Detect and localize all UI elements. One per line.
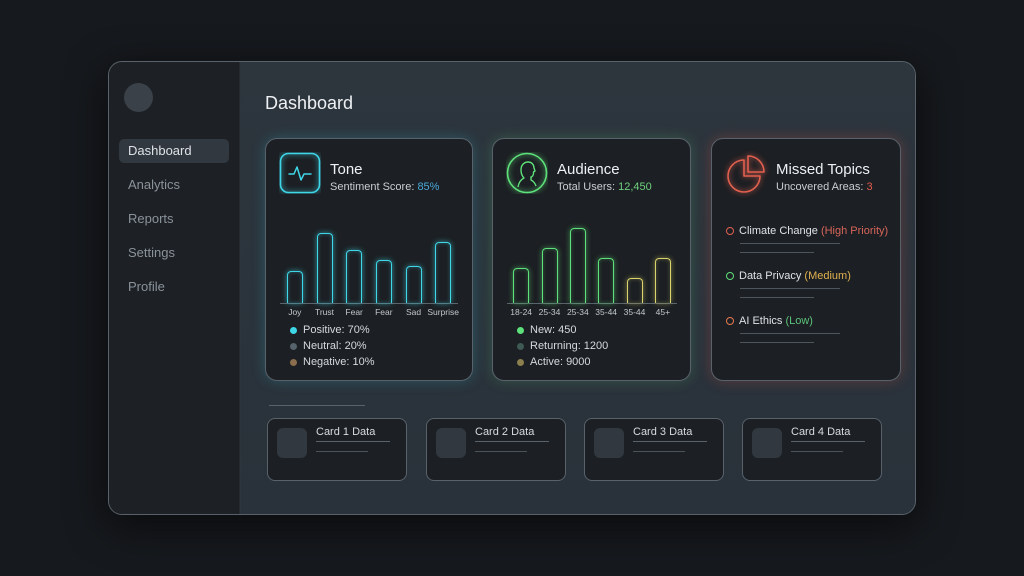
tone-legend: Positive: 70% Neutral: 20% Negative: 10% bbox=[290, 322, 375, 370]
card-thumbnail bbox=[752, 428, 782, 458]
audience-legend: New: 450 Returning: 1200 Active: 9000 bbox=[517, 322, 608, 370]
placeholder-line bbox=[740, 333, 840, 334]
chart-bar[interactable] bbox=[405, 266, 422, 303]
chart-bar[interactable] bbox=[346, 250, 363, 303]
audience-bar-chart bbox=[507, 209, 677, 304]
sentiment-score: Sentiment Score: 85% bbox=[330, 181, 440, 193]
placeholder-line bbox=[633, 451, 685, 452]
missed-topics-card[interactable]: Missed Topics Uncovered Areas: 3 Climate… bbox=[711, 138, 901, 381]
x-axis-label: 25-34 bbox=[538, 307, 561, 317]
chart-bar[interactable] bbox=[541, 247, 558, 303]
legend-dot-icon bbox=[290, 359, 297, 366]
chart-bar[interactable] bbox=[286, 271, 303, 303]
placeholder-line bbox=[740, 342, 814, 343]
sidebar: Dashboard Analytics Reports Settings Pro… bbox=[109, 62, 240, 514]
dashboard-window: Dashboard Analytics Reports Settings Pro… bbox=[108, 61, 916, 515]
placeholder-line bbox=[740, 243, 840, 244]
page-title: Dashboard bbox=[265, 93, 354, 113]
sidebar-item-profile[interactable]: Profile bbox=[128, 279, 165, 294]
missed-topics-title: Missed Topics bbox=[776, 161, 870, 178]
placeholder-line bbox=[475, 441, 549, 442]
mini-card-label: Card 4 Data bbox=[791, 426, 851, 438]
x-axis-label: Surprise bbox=[427, 307, 459, 317]
sidebar-item-reports[interactable]: Reports bbox=[128, 211, 174, 226]
card-thumbnail bbox=[436, 428, 466, 458]
placeholder-line bbox=[740, 252, 814, 253]
mini-card-3[interactable]: Card 3 Data bbox=[584, 418, 724, 481]
x-axis-label: 35-44 bbox=[623, 307, 646, 317]
sidebar-nav: Dashboard Analytics Reports Settings Pro… bbox=[119, 139, 229, 309]
legend-item: Active: 9000 bbox=[517, 354, 608, 370]
avatar[interactable] bbox=[124, 83, 153, 112]
sidebar-item-analytics[interactable]: Analytics bbox=[128, 177, 181, 192]
tone-bar-chart bbox=[280, 209, 458, 304]
audience-card[interactable]: Audience Total Users: 12,450 New: 450 Ret… bbox=[492, 138, 691, 381]
mini-card-2[interactable]: Card 2 Data bbox=[426, 418, 566, 481]
chart-bar[interactable] bbox=[569, 228, 586, 303]
chart-bar[interactable] bbox=[513, 267, 530, 303]
x-axis-label: 25-34 bbox=[566, 307, 589, 317]
mini-card-label: Card 2 Data bbox=[475, 426, 535, 438]
x-axis-label: 35-44 bbox=[595, 307, 618, 317]
legend-item: Returning: 1200 bbox=[517, 338, 608, 354]
sidebar-item-settings[interactable]: Settings bbox=[128, 245, 175, 260]
x-axis-label: Fear bbox=[345, 307, 363, 317]
mini-card-label: Card 1 Data bbox=[316, 426, 376, 438]
topic-item[interactable]: Climate Change (High Priority) bbox=[726, 225, 888, 237]
sidebar-item-dashboard[interactable]: Dashboard bbox=[119, 139, 229, 163]
chart-bar[interactable] bbox=[375, 259, 392, 303]
x-axis-label: Sad bbox=[405, 307, 422, 317]
topic-item[interactable]: AI Ethics (Low) bbox=[726, 315, 813, 327]
chart-bar[interactable] bbox=[435, 242, 452, 303]
status-ring-icon bbox=[726, 227, 734, 235]
status-ring-icon bbox=[726, 317, 734, 325]
pie-chart-icon bbox=[727, 155, 765, 193]
status-ring-icon bbox=[726, 272, 734, 280]
card-thumbnail bbox=[277, 428, 307, 458]
priority-badge: (Medium) bbox=[804, 270, 851, 282]
tone-card[interactable]: Tone Sentiment Score: 85% Positive: 70% N… bbox=[265, 138, 473, 381]
chart-bar[interactable] bbox=[598, 258, 615, 303]
x-axis-label: 45+ bbox=[655, 307, 671, 317]
main-content: Dashboard Tone Sentiment Score: 85% Posi… bbox=[241, 62, 915, 514]
placeholder-line bbox=[791, 451, 843, 452]
placeholder-line bbox=[633, 441, 707, 442]
pulse-icon bbox=[279, 152, 321, 194]
x-axis-label: Joy bbox=[288, 307, 302, 317]
card-thumbnail bbox=[594, 428, 624, 458]
chart-bar[interactable] bbox=[654, 258, 671, 303]
tone-title: Tone bbox=[330, 161, 363, 178]
legend-dot-icon bbox=[517, 359, 524, 366]
placeholder-line bbox=[316, 441, 390, 442]
legend-dot-icon bbox=[517, 343, 524, 350]
mini-card-1[interactable]: Card 1 Data bbox=[267, 418, 407, 481]
placeholder-line bbox=[740, 288, 840, 289]
user-profile-icon bbox=[506, 152, 548, 194]
uncovered-areas: Uncovered Areas: 3 bbox=[776, 181, 873, 193]
x-axis-label: 18-24 bbox=[510, 307, 533, 317]
priority-badge: (High Priority) bbox=[820, 225, 889, 237]
legend-item: Neutral: 20% bbox=[290, 338, 375, 354]
total-users: Total Users: 12,450 bbox=[557, 181, 652, 193]
mini-card-label: Card 3 Data bbox=[633, 426, 693, 438]
legend-item: Negative: 10% bbox=[290, 354, 375, 370]
legend-dot-icon bbox=[290, 343, 297, 350]
placeholder-line bbox=[475, 451, 527, 452]
legend-item: Positive: 70% bbox=[290, 322, 375, 338]
audience-title: Audience bbox=[557, 161, 620, 178]
priority-badge: (Low) bbox=[785, 315, 813, 327]
placeholder-line bbox=[740, 297, 814, 298]
chart-bar[interactable] bbox=[316, 232, 333, 303]
placeholder-line bbox=[316, 451, 368, 452]
topic-item[interactable]: Data Privacy (Medium) bbox=[726, 270, 851, 282]
x-axis-label: Trust bbox=[314, 307, 335, 317]
placeholder-line bbox=[791, 441, 865, 442]
section-divider bbox=[269, 405, 365, 406]
x-axis-label: Fear bbox=[375, 307, 393, 317]
legend-dot-icon bbox=[290, 327, 297, 334]
chart-bar[interactable] bbox=[626, 278, 643, 303]
legend-dot-icon bbox=[517, 327, 524, 334]
legend-item: New: 450 bbox=[517, 322, 608, 338]
mini-card-4[interactable]: Card 4 Data bbox=[742, 418, 882, 481]
